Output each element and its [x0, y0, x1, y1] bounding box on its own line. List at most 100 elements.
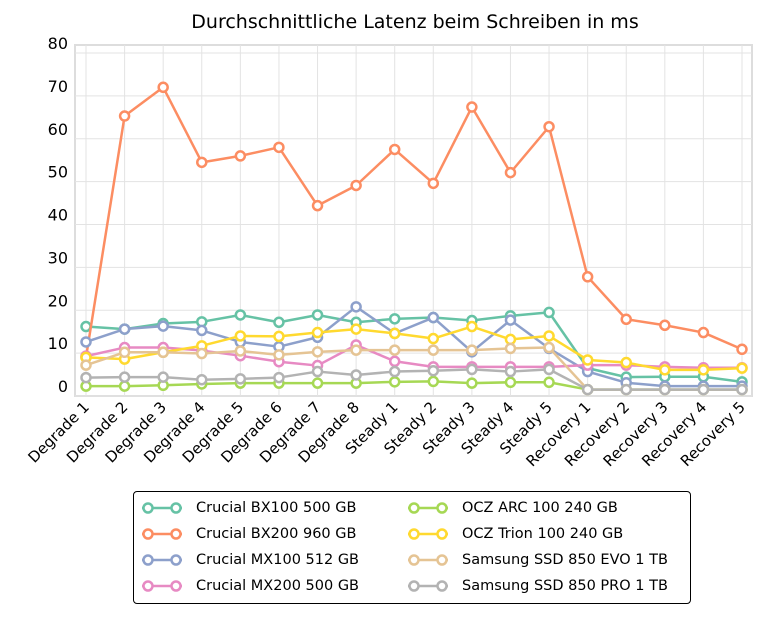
data-point: [196, 324, 208, 337]
y-tick-label: 10: [48, 334, 68, 353]
y-tick-label: 80: [48, 34, 68, 53]
data-point: [697, 364, 710, 376]
legend-label: Crucial BX200 960 GB: [196, 526, 357, 542]
data-point: [543, 341, 555, 354]
data-point: [118, 371, 131, 383]
data-point: [196, 373, 208, 386]
series-line: [85, 343, 742, 369]
data-point: [659, 383, 671, 396]
series-7: [80, 363, 748, 396]
data-point: [620, 313, 632, 326]
series-6: [80, 341, 748, 396]
legend-item: Crucial BX100 500 GB: [140, 496, 356, 520]
data-point: [118, 110, 131, 122]
data-point: [620, 383, 632, 396]
legend-marker-icon: [142, 554, 182, 566]
data-point: [350, 301, 362, 313]
series-line: [85, 305, 742, 388]
y-tick-label: 40: [48, 206, 68, 225]
data-point: [350, 369, 362, 381]
data-point: [311, 377, 324, 389]
legend-label: OCZ ARC 100 240 GB: [462, 500, 618, 516]
y-tick-label: 30: [48, 248, 68, 267]
data-point: [234, 150, 247, 162]
data-point: [504, 314, 517, 326]
data-point: [697, 326, 710, 339]
data-point: [350, 344, 362, 356]
legend-marker-icon: [142, 502, 182, 514]
data-point: [273, 371, 285, 384]
data-point: [620, 356, 632, 369]
data-point: [196, 156, 208, 169]
data-point: [466, 363, 478, 376]
data-point: [234, 330, 247, 342]
data-point: [311, 309, 324, 321]
legend-item: Samsung SSD 850 EVO 1 TB: [406, 548, 668, 572]
data-point: [581, 383, 594, 396]
legend-item: OCZ Trion 100 240 GB: [406, 522, 623, 546]
data-point: [427, 332, 440, 345]
y-tick-label: 20: [48, 291, 68, 310]
series-line: [85, 368, 742, 391]
data-point: [388, 313, 401, 325]
series-line: [85, 325, 743, 372]
data-point: [350, 179, 362, 192]
data-point: [543, 330, 555, 342]
legend: Crucial BX100 500 GB Crucial BX200 960 GB…: [133, 491, 691, 604]
data-point: [157, 371, 169, 383]
data-point: [234, 345, 247, 357]
data-point: [659, 319, 671, 332]
data-point: [659, 364, 671, 376]
data-point: [388, 355, 401, 368]
data-point: [196, 347, 208, 360]
plot-frame: [74, 44, 753, 397]
legend-label: Crucial MX200 500 GB: [196, 578, 359, 594]
data-point: [388, 344, 401, 356]
data-point: [273, 349, 285, 361]
y-tick-label: 70: [48, 77, 68, 96]
y-tick-label: 0: [58, 377, 68, 396]
data-point: [543, 306, 555, 319]
legend-marker-icon: [408, 502, 448, 514]
legend-item: OCZ ARC 100 240 GB: [406, 496, 618, 520]
data-point: [273, 316, 285, 329]
data-point: [388, 143, 401, 156]
legend-item: Samsung SSD 850 PRO 1 TB: [406, 574, 668, 598]
data-point: [80, 371, 92, 384]
series-line: [84, 86, 743, 358]
legend-marker-icon: [408, 580, 448, 592]
data-point: [466, 344, 478, 356]
y-tick-label: 60: [48, 120, 68, 139]
data-point: [504, 342, 517, 355]
data-point: [543, 376, 555, 389]
data-point: [543, 120, 555, 133]
data-point: [427, 311, 440, 324]
legend-item: Crucial MX100 512 GB: [140, 548, 359, 572]
data-point: [311, 346, 324, 358]
data-point: [273, 330, 285, 343]
data-point: [504, 376, 517, 389]
data-point: [427, 375, 440, 388]
data-point: [80, 320, 92, 333]
data-point: [504, 365, 517, 378]
legend-marker-icon: [408, 554, 448, 566]
y-tick-label: 50: [48, 163, 68, 182]
series-5: [80, 320, 748, 376]
data-point: [466, 101, 478, 113]
data-point: [466, 320, 478, 333]
data-point: [466, 377, 478, 389]
data-point: [234, 373, 247, 385]
legend-marker-icon: [408, 528, 448, 540]
data-point: [581, 354, 594, 366]
data-point: [504, 166, 517, 179]
data-point: [736, 362, 748, 374]
data-point: [311, 326, 324, 339]
data-point: [118, 323, 131, 335]
legend-label: Crucial BX100 500 GB: [196, 500, 357, 516]
data-point: [736, 383, 748, 396]
data-point: [118, 346, 131, 359]
data-point: [311, 365, 324, 378]
legend-label: Samsung SSD 850 EVO 1 TB: [462, 552, 668, 568]
legend-marker-icon: [142, 528, 182, 540]
data-point: [504, 333, 517, 346]
